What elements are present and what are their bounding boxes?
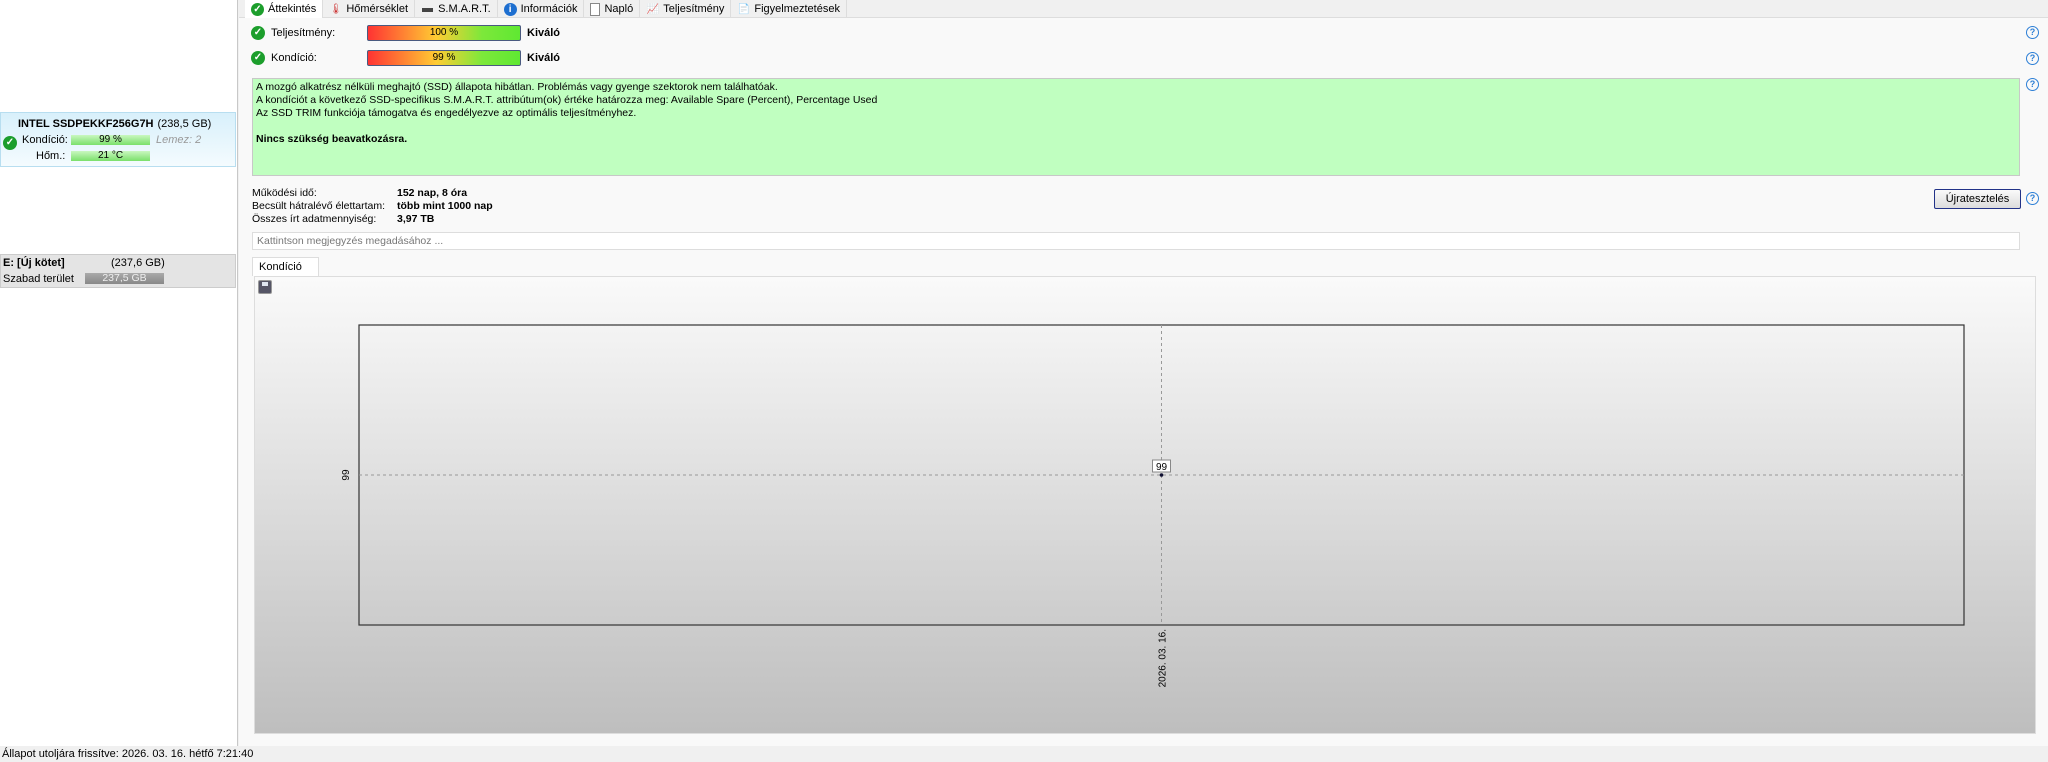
help-icon[interactable]: ? bbox=[2026, 192, 2039, 205]
message-line: A kondíciót a következő SSD-specifikus S… bbox=[256, 94, 878, 106]
tab-condition-chart[interactable]: Kondíció (%) bbox=[252, 257, 319, 291]
condition-rating: Kiváló bbox=[527, 52, 561, 64]
x-tick-label: 2026. 03. 16. bbox=[1158, 629, 1169, 687]
performance-chart-icon: 📈 bbox=[646, 3, 659, 15]
data-label-box bbox=[1152, 459, 1171, 473]
status-message-box: A mozgó alkatrész nélküli meghajtó (SSD)… bbox=[252, 78, 2020, 176]
tab-log[interactable]: Napló bbox=[584, 0, 641, 18]
message-line: Az SSD TRIM funkciója támogatva és enged… bbox=[256, 107, 637, 119]
info-icon: i bbox=[503, 2, 517, 16]
condition-bar: 99 % bbox=[367, 50, 521, 66]
document-icon bbox=[590, 2, 601, 16]
disk-header: INTEL SSDPEKKF256G7H (238,5 GB) bbox=[18, 118, 211, 130]
tab-smart[interactable]: S.M.A.R.T. bbox=[415, 0, 498, 18]
info-value: 3,97 TB bbox=[397, 213, 435, 225]
volume-name: E: [Új kötet] bbox=[3, 257, 65, 269]
info-label: Működési idő: bbox=[252, 187, 317, 199]
save-icon[interactable] bbox=[258, 280, 272, 294]
chart-svg: 99 2026. 03. 16. 99 bbox=[341, 324, 1965, 687]
message-line: A mozgó alkatrész nélküli meghajtó (SSD)… bbox=[256, 81, 778, 93]
performance-bar: 100 % bbox=[367, 25, 521, 41]
chart-area: 99 2026. 03. 16. 99 bbox=[254, 276, 2036, 734]
thermometer-icon: 🌡 bbox=[329, 3, 343, 15]
status-bar: Állapot utoljára frissítve: 2026. 03. 16… bbox=[2, 748, 254, 760]
performance-label: Teljesítmény: bbox=[271, 27, 336, 39]
tab-label: Hőmérséklet bbox=[346, 3, 409, 15]
check-icon: ✓ bbox=[3, 136, 17, 150]
disk-number: Lemez: 2 bbox=[156, 134, 202, 146]
check-icon: ✓ bbox=[251, 2, 264, 16]
help-icon[interactable]: ? bbox=[2026, 78, 2039, 91]
condition-check-icon: ✓ bbox=[251, 51, 265, 65]
data-point bbox=[1159, 473, 1164, 477]
condition-bar: 99 % bbox=[71, 135, 150, 145]
disk-size: (238,5 GB) bbox=[157, 118, 212, 130]
tab-temperature[interactable]: 🌡 Hőmérséklet bbox=[323, 0, 416, 18]
data-label: 99 bbox=[1156, 462, 1168, 473]
temp-bar: 21 °C bbox=[71, 151, 150, 161]
performance-rating: Kiváló bbox=[527, 27, 561, 39]
alerts-icon: 📄 bbox=[737, 3, 751, 15]
info-value: több mint 1000 nap bbox=[397, 200, 493, 212]
volume-size: (237,6 GB) bbox=[111, 257, 165, 269]
tab-performance[interactable]: 📈 Teljesítmény bbox=[640, 0, 732, 18]
help-icon[interactable]: ? bbox=[2026, 52, 2039, 65]
tab-label: Figyelmeztetések bbox=[754, 3, 840, 15]
tab-bar: ✓ Áttekintés 🌡 Hőmérséklet S.M.A.R.T. i Inf… bbox=[239, 0, 2048, 18]
condition-label: Kondíció: bbox=[22, 134, 68, 146]
drive-icon bbox=[421, 3, 434, 16]
info-value: 152 nap, 8 óra bbox=[397, 187, 468, 199]
info-label: Becsült hátralévő élettartam: bbox=[252, 200, 386, 212]
retest-button[interactable]: Újratesztelés bbox=[1934, 189, 2021, 209]
info-label: Összes írt adatmennyiség: bbox=[252, 213, 377, 225]
tab-label: Áttekintés bbox=[268, 3, 317, 15]
note-input[interactable]: Kattintson megjegyzés megadásához ... bbox=[252, 232, 2020, 250]
y-tick-label: 99 bbox=[341, 469, 352, 481]
disk-name: INTEL SSDPEKKF256G7H bbox=[18, 118, 154, 130]
condition-label: Kondíció: bbox=[271, 52, 317, 64]
tab-overview[interactable]: ✓ Áttekintés bbox=[245, 0, 324, 18]
tab-alerts[interactable]: 📄 Figyelmeztetések bbox=[731, 0, 847, 18]
performance-check-icon: ✓ bbox=[251, 26, 265, 40]
disk-item[interactable]: INTEL SSDPEKKF256G7H (238,5 GB) ✓ Kondíc… bbox=[0, 112, 236, 167]
help-icon[interactable]: ? bbox=[2026, 26, 2039, 39]
tab-information[interactable]: i Információk bbox=[498, 0, 585, 18]
tab-label: Napló bbox=[604, 3, 634, 15]
tab-label: S.M.A.R.T. bbox=[438, 3, 491, 15]
free-label: Szabad terület bbox=[3, 273, 74, 285]
tab-label: Információk bbox=[520, 3, 578, 15]
free-space-bar: 237,5 GB bbox=[85, 273, 164, 284]
temp-label: Hőm.: bbox=[36, 150, 66, 162]
tab-label: Teljesítmény bbox=[663, 3, 725, 15]
volume-item[interactable]: E: [Új kötet] (237,6 GB) Szabad terület … bbox=[0, 254, 236, 288]
message-conclusion: Nincs szükség beavatkozásra. bbox=[256, 133, 408, 145]
